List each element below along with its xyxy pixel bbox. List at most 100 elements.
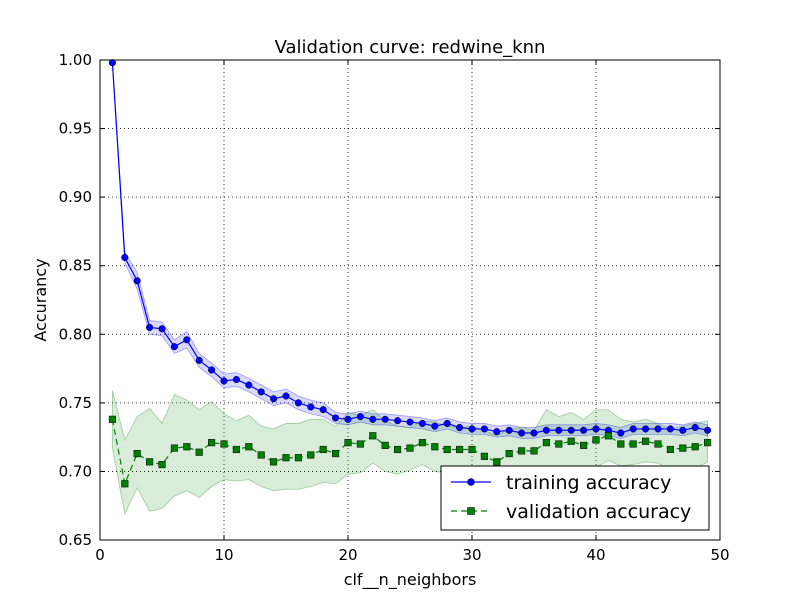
x-axis-label: clf__n_neighbors (344, 570, 477, 590)
y-axis-label: Accurancy (31, 258, 50, 341)
validation-accuracy-point (567, 437, 575, 445)
training-accuracy-point (121, 253, 129, 262)
training-accuracy-point (245, 381, 253, 389)
training-accuracy-point (654, 425, 662, 433)
x-tick-label: 40 (586, 546, 605, 564)
training-accuracy-point (567, 426, 575, 434)
training-accuracy-point (369, 415, 377, 423)
validation-accuracy-point (232, 445, 240, 454)
validation-accuracy-point (493, 458, 501, 466)
validation-accuracy-point (505, 450, 513, 458)
validation-accuracy-point (468, 445, 476, 454)
y-tick-label: 1.00 (59, 51, 92, 69)
validation-accuracy-point (270, 458, 278, 466)
chart-title: Validation curve: redwine_knn (275, 37, 546, 58)
validation-accuracy-point (344, 439, 352, 447)
validation-accuracy-point (679, 444, 687, 452)
y-tick-label: 0.75 (59, 394, 92, 412)
training-accuracy-point (257, 388, 265, 396)
x-tick-label: 20 (338, 546, 357, 564)
training-accuracy-point (679, 426, 687, 434)
validation-accuracy-point (555, 440, 563, 448)
training-accuracy-point (133, 277, 141, 285)
y-tick-label: 0.70 (59, 462, 92, 480)
y-tick-label: 0.65 (59, 531, 92, 549)
x-tick-label: 50 (710, 546, 729, 564)
training-accuracy-point (505, 426, 513, 434)
validation-accuracy-point (121, 480, 129, 488)
training-accuracy-point (530, 429, 538, 437)
y-tick-label: 0.80 (59, 325, 92, 343)
training-accuracy-point (270, 395, 278, 403)
training-accuracy-point (480, 425, 488, 433)
training-accuracy-point (319, 406, 327, 414)
legend-marker-training (467, 478, 475, 486)
validation-accuracy-point (282, 454, 290, 462)
legend-label-training: training accuracy (506, 472, 671, 494)
validation-accuracy-point (356, 440, 364, 448)
training-accuracy-point (208, 366, 216, 374)
training-accuracy-point (170, 343, 178, 351)
validation-accuracy-point (604, 432, 612, 440)
validation-accuracy-point (183, 443, 191, 451)
x-tick-label: 0 (95, 546, 105, 564)
legend: training accuracy validation accuracy (440, 465, 710, 531)
validation-accuracy-point (530, 447, 538, 455)
validation-accuracy-point (381, 441, 389, 449)
training-accuracy-point (158, 325, 166, 333)
training-accuracy-point (666, 425, 674, 433)
x-tick-label: 10 (214, 546, 233, 564)
validation-accuracy-point (518, 447, 526, 455)
validation-accuracy-point (654, 440, 662, 448)
validation-accuracy-point (406, 444, 414, 452)
training-accuracy-point (493, 428, 501, 436)
training-accuracy-point (108, 59, 116, 67)
x-tick-label: 30 (462, 546, 481, 564)
training-accuracy-point (146, 323, 154, 331)
validation-accuracy-point (480, 452, 488, 460)
series-markers (108, 59, 712, 488)
validation-accuracy-point (220, 440, 228, 448)
training-accuracy-point (642, 425, 650, 433)
training-accuracy-point (518, 429, 526, 437)
training-accuracy-point (431, 422, 439, 430)
legend-marker-validation (467, 507, 475, 515)
training-accuracy-point (555, 426, 563, 434)
training-accuracy-point (394, 417, 402, 425)
training-accuracy-band (112, 61, 708, 439)
training-accuracy-point (381, 415, 389, 423)
training-accuracy-point (332, 414, 340, 422)
validation-accuracy-point (642, 437, 650, 445)
validation-accuracy-point (580, 441, 588, 449)
validation-accuracy-point (245, 443, 253, 451)
validation-accuracy-point (456, 445, 464, 454)
validation-accuracy-point (592, 436, 600, 444)
validation-accuracy-point (666, 445, 674, 454)
training-accuracy-point (592, 425, 600, 433)
validation-accuracy-band (112, 390, 708, 516)
training-accuracy-point (356, 413, 364, 421)
validation-accuracy-point (394, 445, 402, 454)
validation-accuracy-point (629, 440, 637, 448)
validation-accuracy-point (443, 445, 451, 454)
validation-accuracy-point (431, 443, 439, 451)
validation-accuracy-point (294, 454, 302, 462)
training-accuracy-point (232, 375, 240, 384)
plot-frame (99, 59, 721, 541)
training-accuracy-point (406, 418, 414, 426)
validation-accuracy-point (307, 451, 315, 459)
legend-label-validation: validation accuracy (506, 501, 691, 523)
training-accuracy-point (183, 336, 191, 344)
training-accuracy-point (617, 429, 625, 437)
validation-accuracy-point (158, 461, 166, 469)
validation-accuracy-point (542, 439, 550, 447)
validation-accuracy-point (146, 458, 154, 466)
training-accuracy-point (443, 419, 451, 427)
training-accuracy-point (456, 423, 464, 432)
validation-accuracy-point (332, 450, 340, 458)
validation-accuracy-point (108, 415, 116, 423)
validation-accuracy-point (418, 439, 426, 447)
y-tick-label: 0.90 (59, 188, 92, 206)
validation-accuracy-point (617, 440, 625, 448)
